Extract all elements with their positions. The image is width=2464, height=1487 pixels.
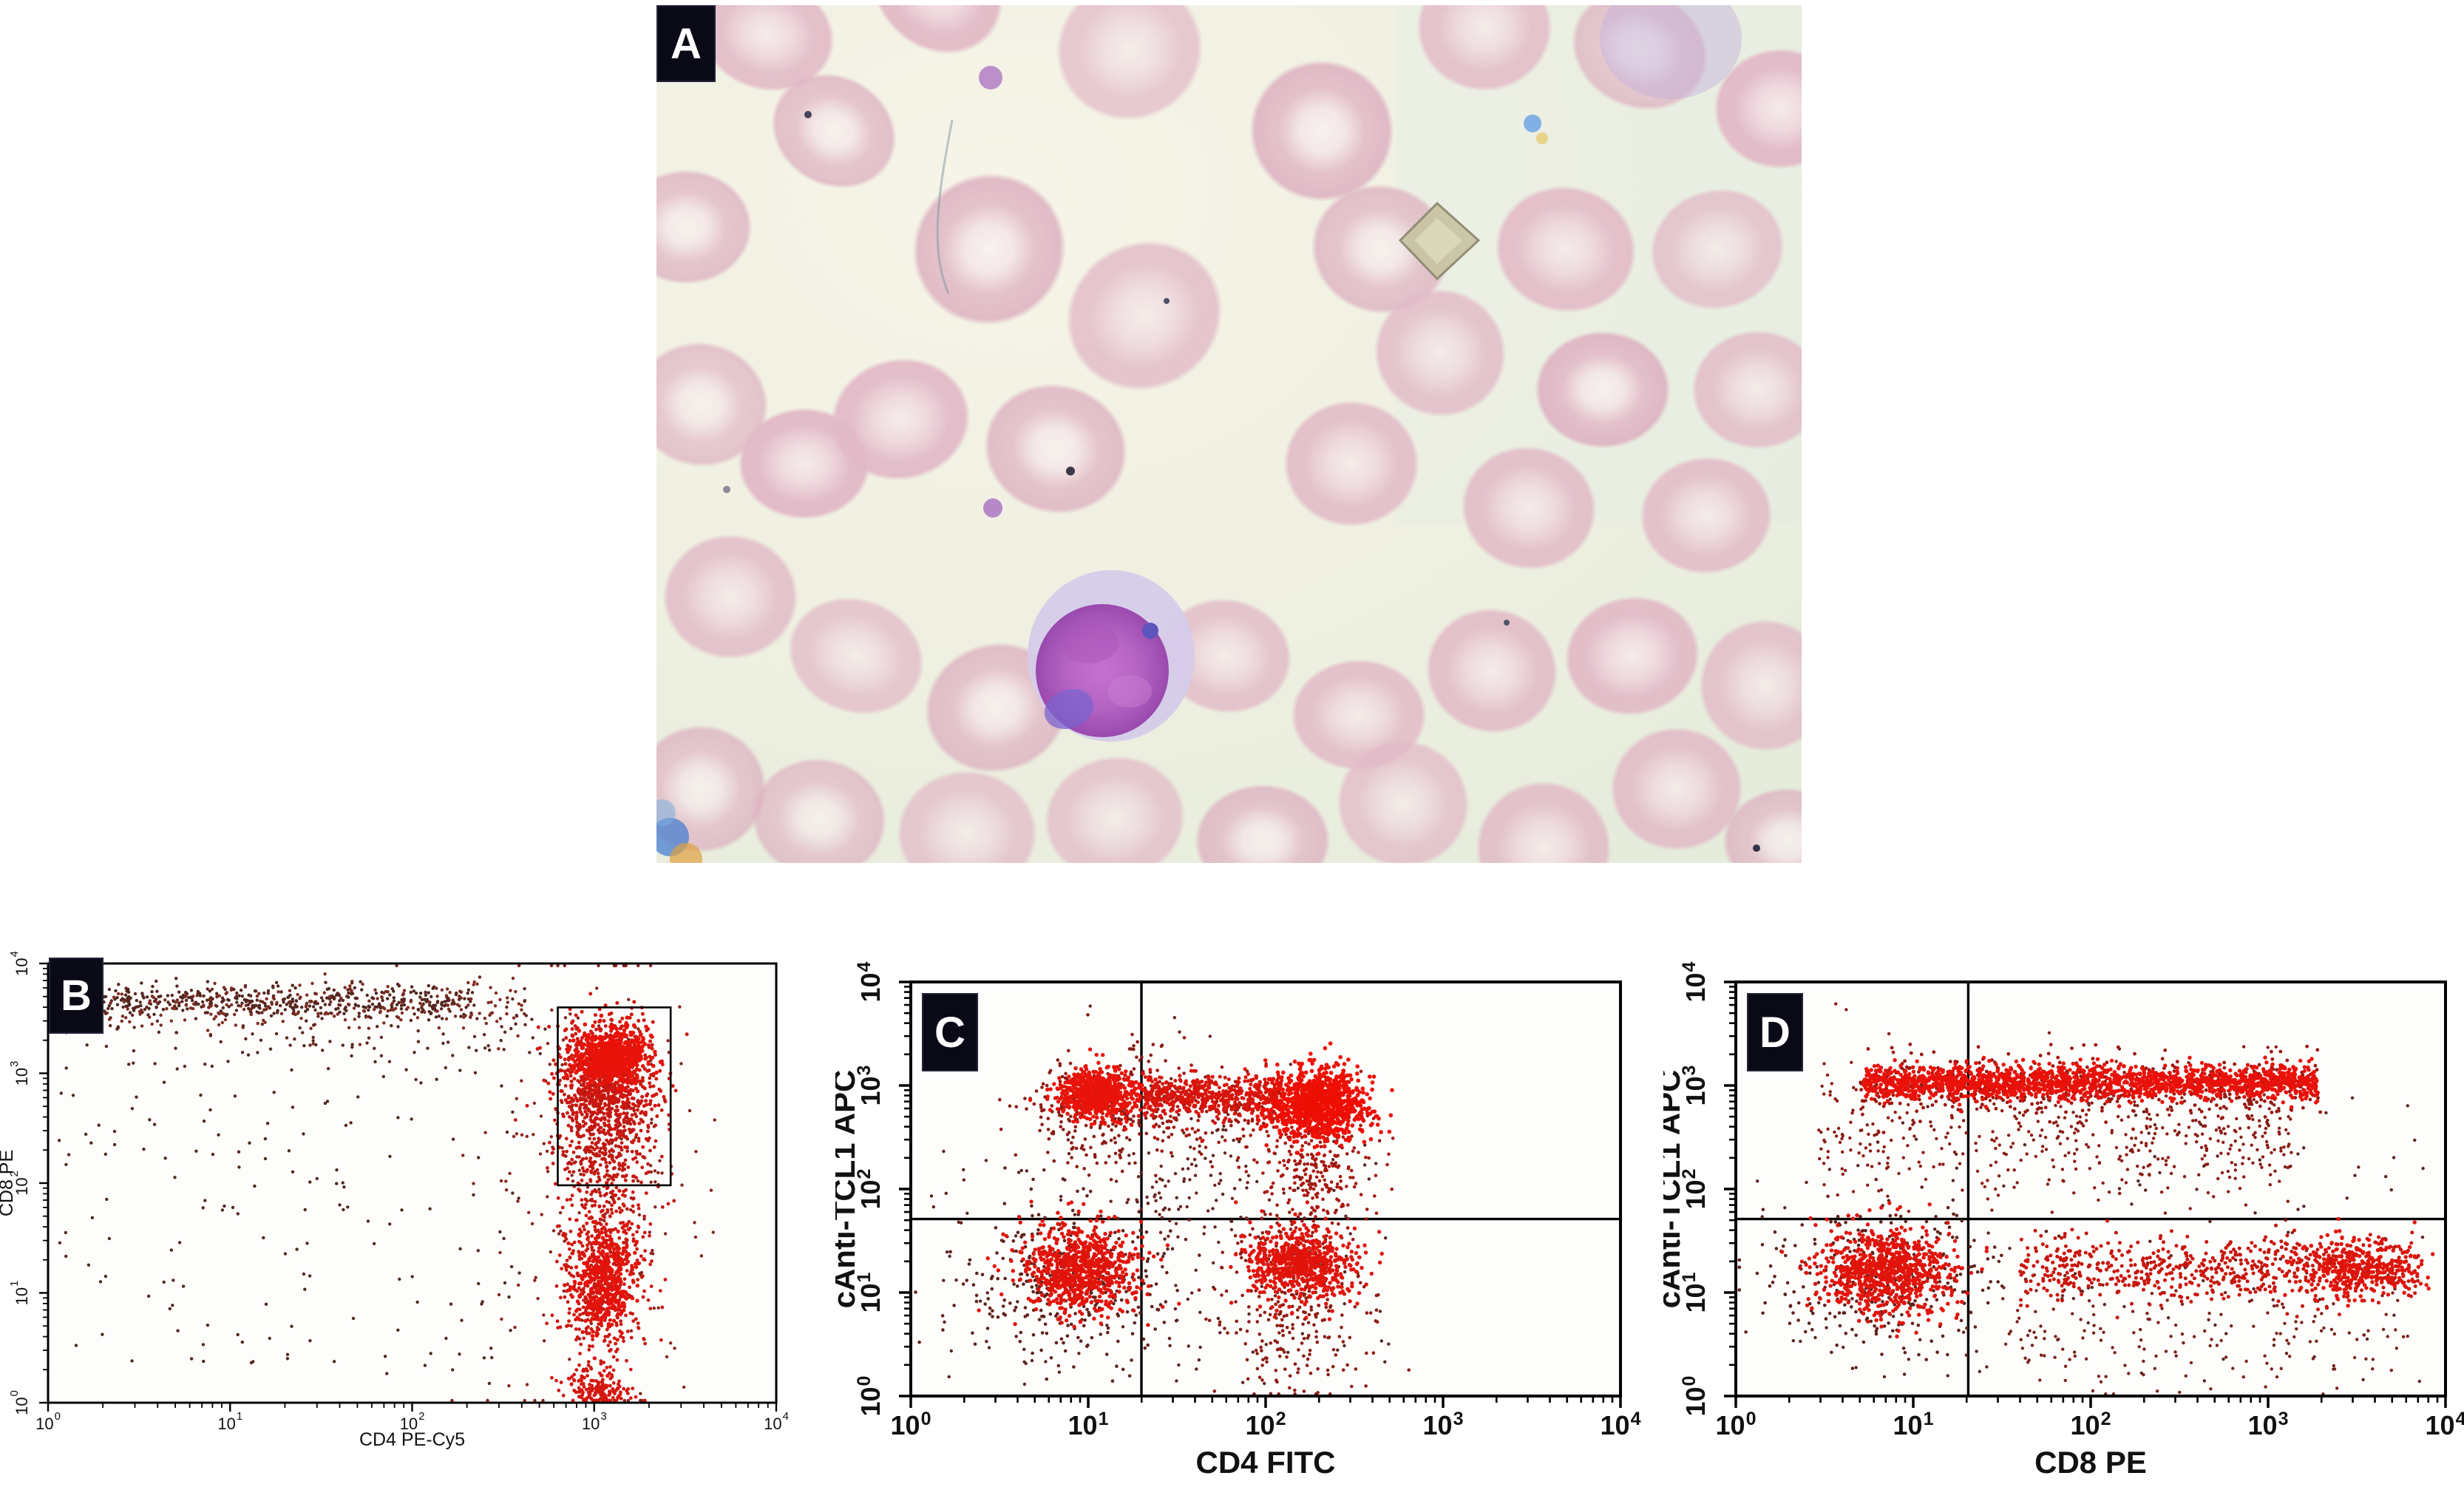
- axis-tick-label: 103: [8, 1061, 31, 1086]
- quadrant-lines: [911, 982, 1620, 1396]
- axis-tick-label: 102: [8, 1171, 31, 1196]
- axis-tick-label: 104: [8, 951, 31, 976]
- plot-area: [911, 982, 1620, 1396]
- axis-tick-label: 100: [854, 1376, 886, 1417]
- axis-tick-label: 100: [1716, 1409, 1757, 1440]
- axis-tick-label: 103: [2248, 1409, 2289, 1440]
- axis-tick-label: 104: [2426, 1409, 2464, 1440]
- plot-area: [1736, 982, 2446, 1396]
- plot-area: [48, 963, 776, 1403]
- axis-tick-label: 102: [1246, 1409, 1286, 1440]
- axis-tick-label: 100: [35, 1410, 61, 1433]
- corner-glare-artifact: [656, 799, 702, 863]
- scatter-points: [1737, 1002, 2435, 1395]
- red-blood-cells: [656, 5, 1802, 863]
- stain-specks: [723, 66, 1760, 852]
- axis-tick-label: 101: [8, 1281, 31, 1306]
- tinted-cell: [1600, 5, 1742, 99]
- axis-tick-label: 103: [1423, 1409, 1464, 1440]
- y-axis-title: cAnti-TCL1 APC: [835, 1070, 861, 1309]
- panel-label-c: C: [922, 993, 978, 1071]
- x-axis-title: CD4 FITC: [1196, 1445, 1336, 1480]
- axis-tick-label: 101: [217, 1410, 242, 1433]
- lymphocyte-cell: [1028, 570, 1195, 742]
- panel-label-a: A: [656, 5, 716, 82]
- axis-tick-label: 104: [1601, 1409, 1641, 1440]
- panel-label-d: D: [1747, 993, 1803, 1071]
- axis-tick-label: 100: [8, 1390, 31, 1415]
- y-axis-title: cAnti-TCL1 APC: [1663, 1070, 1686, 1309]
- axis-tick-label: 104: [854, 961, 886, 1002]
- axis-tick-label: 102: [2071, 1409, 2111, 1440]
- fiber-artifact: [936, 119, 954, 294]
- axis-tick-label: 103: [854, 1066, 886, 1106]
- axis-ticks: [1724, 980, 2447, 1408]
- panel-label-b: B: [49, 958, 103, 1034]
- axis-tick-label: 103: [582, 1410, 607, 1433]
- axis-ticks: [39, 962, 778, 1412]
- axis-tick-label: 100: [891, 1409, 931, 1440]
- gate-rectangle: [557, 1006, 672, 1187]
- x-axis-title: CD4 PE-Cy5: [359, 1429, 465, 1450]
- scatter-points: [55, 964, 716, 1402]
- blood-smear-micrograph: [656, 5, 1802, 863]
- axis-tick-label: 104: [1679, 961, 1711, 1002]
- axis-tick-label: 101: [1068, 1409, 1109, 1440]
- axis-tick-label: 104: [764, 1410, 789, 1433]
- crystal-artifact: [1398, 201, 1481, 281]
- axis-tick-label: 100: [1679, 1376, 1711, 1417]
- x-axis-title: CD8 PE: [2034, 1445, 2147, 1480]
- y-axis-title: CD8 PE: [0, 1150, 17, 1216]
- axis-tick-label: 101: [1893, 1409, 1934, 1440]
- scatter-points: [914, 1004, 1411, 1395]
- axis-tick-label: 102: [1679, 1169, 1711, 1210]
- axis-ticks: [899, 980, 1622, 1408]
